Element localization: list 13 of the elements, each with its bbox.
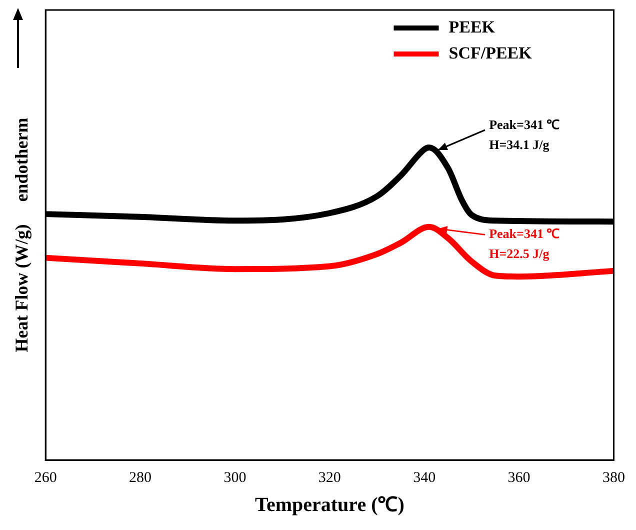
x-tick-label: 280	[129, 470, 152, 486]
x-tick-label: 340	[413, 470, 436, 486]
x-tick-label: 260	[34, 470, 57, 486]
y-axis-title: Heat Flow (W/g) endotherm	[11, 118, 32, 352]
legend-label: SCF/PEEK	[448, 43, 533, 62]
x-tick-label: 320	[318, 470, 341, 486]
annotation: Peak=341 ℃ H=22.5 J/g	[489, 226, 560, 262]
x-tick-label: 300	[224, 470, 246, 486]
legend-label: PEEK	[448, 17, 496, 36]
x-tick-label: 380	[602, 470, 625, 486]
x-axis-title: Temperature (℃)	[254, 494, 404, 516]
x-tick-label: 360	[508, 470, 530, 486]
annotation: Peak=341 ℃ H=34.1 J/g	[489, 116, 560, 152]
